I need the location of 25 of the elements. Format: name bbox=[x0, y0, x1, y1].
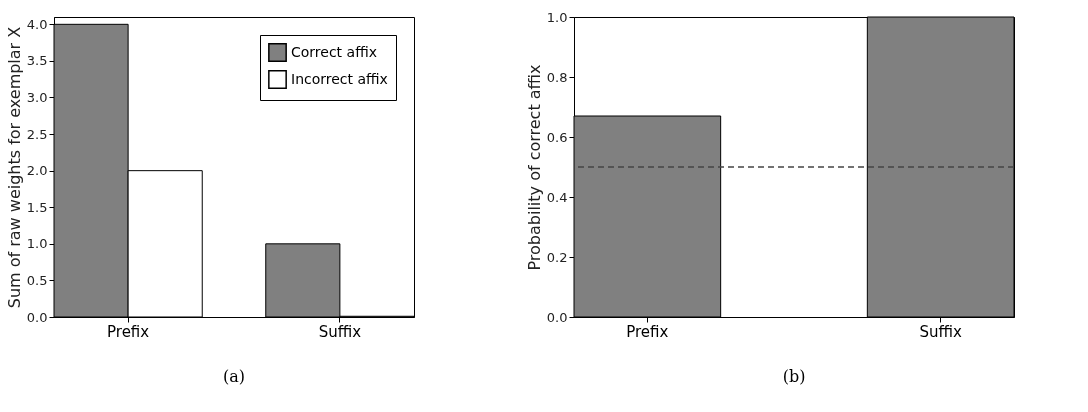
x-tick-label: Suffix bbox=[318, 322, 362, 341]
text: (a) bbox=[222, 367, 246, 386]
y-tick-label: 0.0 bbox=[546, 309, 568, 325]
legend-label: Correct affix bbox=[291, 43, 377, 60]
y-tick-label: 0.8 bbox=[546, 69, 568, 85]
legend-label: Incorrect affix bbox=[291, 70, 388, 87]
y-tick-label: 2.5 bbox=[26, 126, 48, 142]
y-tick-label: 1.0 bbox=[546, 9, 568, 25]
y-tick-label: 0.2 bbox=[546, 249, 568, 265]
y-tick-label: 0.0 bbox=[26, 309, 48, 325]
x-tick-label: Suffix bbox=[919, 322, 962, 341]
y-axis-title: Probability of correct affix bbox=[524, 64, 544, 271]
y-tick-label: 0.5 bbox=[26, 272, 48, 288]
y-tick-label: 3.5 bbox=[26, 53, 48, 69]
y-axis-title: Sum of raw weights for exemplar X bbox=[4, 26, 24, 309]
y-tick-label: 2.0 bbox=[26, 163, 48, 179]
x-tick-label: Prefix bbox=[107, 322, 150, 341]
y-tick-label: 1.0 bbox=[26, 236, 48, 252]
y-tick-label: 3.0 bbox=[26, 89, 48, 105]
y-tick-label: 4.0 bbox=[26, 16, 48, 32]
text: (b) bbox=[782, 367, 806, 386]
y-tick-label: 1.5 bbox=[26, 199, 48, 215]
y-tick-label: 0.6 bbox=[546, 129, 568, 145]
y-tick-label: 0.4 bbox=[546, 189, 568, 205]
x-tick-label: Prefix bbox=[626, 322, 669, 341]
